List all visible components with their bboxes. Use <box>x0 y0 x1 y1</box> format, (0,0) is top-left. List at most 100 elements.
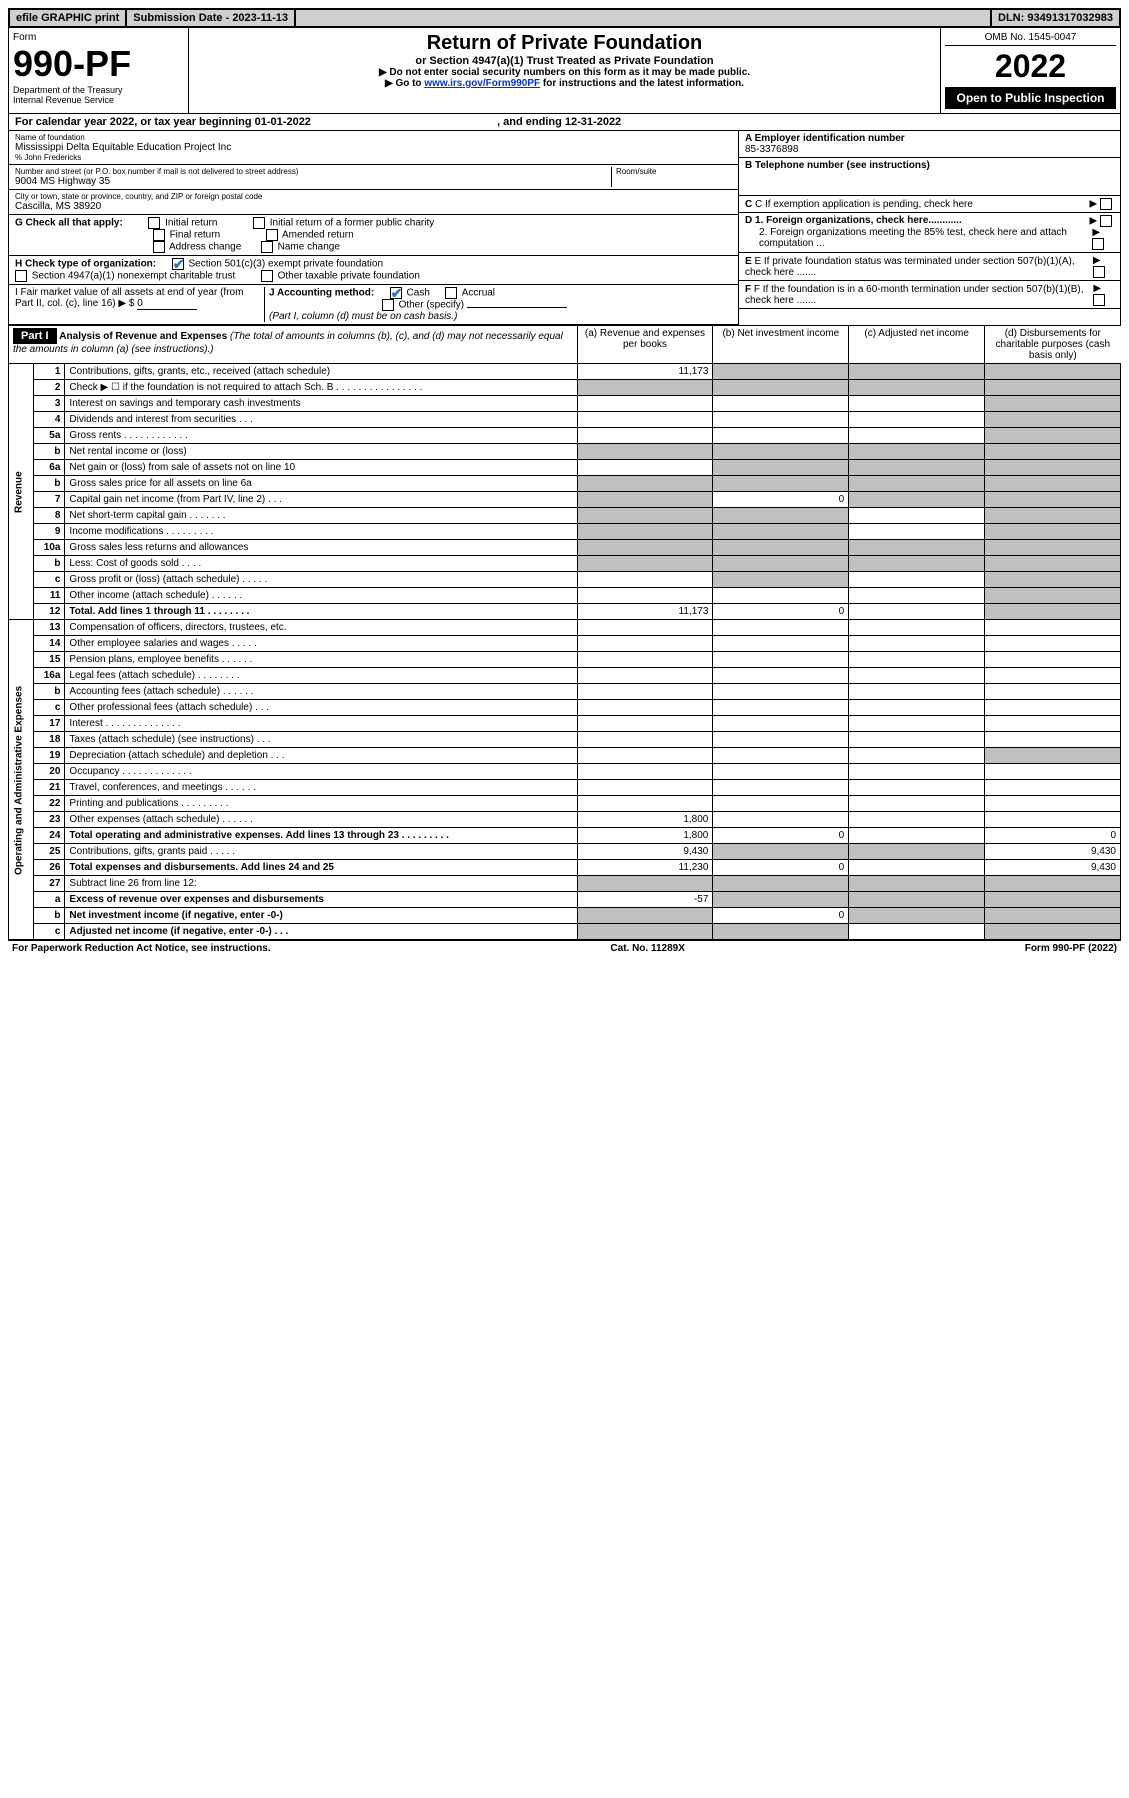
line-description: Capital gain net income (from Part IV, l… <box>65 492 577 508</box>
table-row: 9Income modifications . . . . . . . . . <box>9 524 1121 540</box>
address-row: Number and street (or P.O. box number if… <box>9 165 738 190</box>
ein-value: 85-3376898 <box>745 144 798 155</box>
col-c-value <box>849 428 985 444</box>
col-d-value <box>985 444 1121 460</box>
info-col-b: A Employer identification number 85-3376… <box>739 131 1120 325</box>
care-of: % John Fredericks <box>15 153 732 162</box>
chk-initial-former[interactable] <box>253 217 265 229</box>
table-row: bLess: Cost of goods sold . . . . <box>9 556 1121 572</box>
table-row: 5aGross rents . . . . . . . . . . . . <box>9 428 1121 444</box>
chk-name-change[interactable] <box>261 241 273 253</box>
col-a-value <box>577 780 713 796</box>
calyear-mid: , and ending <box>497 116 565 128</box>
foundation-name-cell: Name of foundation Mississippi Delta Equ… <box>9 131 738 165</box>
line-number: b <box>34 684 65 700</box>
line-number: a <box>34 892 65 908</box>
chk-c[interactable] <box>1100 198 1112 210</box>
irs-link[interactable]: www.irs.gov/Form990PF <box>424 78 540 89</box>
chk-d1[interactable] <box>1100 215 1112 227</box>
col-d-value <box>985 764 1121 780</box>
line-number: 22 <box>34 796 65 812</box>
col-d-value <box>985 668 1121 684</box>
col-b-value <box>713 700 849 716</box>
table-row: 25Contributions, gifts, grants paid . . … <box>9 844 1121 860</box>
chk-amended-return[interactable] <box>266 229 278 241</box>
col-c-value <box>849 412 985 428</box>
col-b-value <box>713 636 849 652</box>
form-label: Form <box>13 32 184 43</box>
j-other: Other (specify) <box>399 300 465 311</box>
line-number: b <box>34 556 65 572</box>
line-number: 23 <box>34 812 65 828</box>
chk-address-change[interactable] <box>153 241 165 253</box>
col-c-value <box>849 572 985 588</box>
line-number: 10a <box>34 540 65 556</box>
col-c-value <box>849 844 985 860</box>
chk-f[interactable] <box>1093 294 1105 306</box>
f-cell: F F If the foundation is in a 60-month t… <box>739 281 1120 309</box>
col-a-value <box>577 924 713 940</box>
col-d-value <box>985 556 1121 572</box>
col-c-value <box>849 764 985 780</box>
form-header: Form 990-PF Department of the Treasury I… <box>8 28 1121 114</box>
chk-4947[interactable] <box>15 270 27 282</box>
col-c-value <box>849 828 985 844</box>
col-c-value <box>849 924 985 940</box>
instr2-pre: ▶ Go to <box>385 78 424 89</box>
c-cell: C C If exemption application is pending,… <box>739 196 1120 213</box>
col-b-value <box>713 844 849 860</box>
col-a-value <box>577 732 713 748</box>
chk-initial-return[interactable] <box>148 217 160 229</box>
col-c-value <box>849 652 985 668</box>
j-label: J Accounting method: <box>269 288 374 299</box>
table-row: bAccounting fees (attach schedule) . . .… <box>9 684 1121 700</box>
expenses-vertical-label: Operating and Administrative Expenses <box>9 620 34 940</box>
instr2-post: for instructions and the latest informat… <box>540 78 744 89</box>
form-number: 990-PF <box>13 43 184 85</box>
chk-501c3[interactable] <box>172 258 184 270</box>
col-b-value <box>713 684 849 700</box>
line-number: 27 <box>34 876 65 892</box>
col-d-value <box>985 460 1121 476</box>
col-d-value <box>985 716 1121 732</box>
line-number: 1 <box>34 364 65 380</box>
chk-accrual[interactable] <box>445 287 457 299</box>
col-c-value <box>849 588 985 604</box>
col-a-value <box>577 588 713 604</box>
g-addr-change: Address change <box>169 242 241 253</box>
col-d-value <box>985 380 1121 396</box>
col-a-value: 1,800 <box>577 828 713 844</box>
col-b-value <box>713 428 849 444</box>
g-check-row: G Check all that apply: Initial return I… <box>9 215 738 256</box>
col-a-value <box>577 908 713 924</box>
col-d-value <box>985 780 1121 796</box>
line-description: Travel, conferences, and meetings . . . … <box>65 780 577 796</box>
phone-cell: B Telephone number (see instructions) <box>739 158 1120 196</box>
g-initial-former: Initial return of a former public charit… <box>270 218 435 229</box>
h-check-row: H Check type of organization: Section 50… <box>9 256 738 285</box>
j-note: (Part I, column (d) must be on cash basi… <box>269 311 457 322</box>
g-initial: Initial return <box>165 218 217 229</box>
line-number: 8 <box>34 508 65 524</box>
col-b-value <box>713 588 849 604</box>
col-d-value <box>985 748 1121 764</box>
col-c-value <box>849 364 985 380</box>
chk-other-taxable[interactable] <box>261 270 273 282</box>
col-d-value <box>985 892 1121 908</box>
chk-other-method[interactable] <box>382 299 394 311</box>
table-row: Revenue1Contributions, gifts, grants, et… <box>9 364 1121 380</box>
chk-final-return[interactable] <box>153 229 165 241</box>
col-b-value: 0 <box>713 604 849 620</box>
line-number: 16a <box>34 668 65 684</box>
line-description: Occupancy . . . . . . . . . . . . . <box>65 764 577 780</box>
e-cell: E E If private foundation status was ter… <box>739 253 1120 281</box>
col-b-value <box>713 540 849 556</box>
table-row: cOther professional fees (attach schedul… <box>9 700 1121 716</box>
line-description: Taxes (attach schedule) (see instruction… <box>65 732 577 748</box>
chk-e[interactable] <box>1093 266 1105 278</box>
line-description: Income modifications . . . . . . . . . <box>65 524 577 540</box>
table-row: 2Check ▶ ☐ if the foundation is not requ… <box>9 380 1121 396</box>
chk-cash[interactable] <box>390 287 402 299</box>
col-a-value <box>577 460 713 476</box>
chk-d2[interactable] <box>1092 238 1104 250</box>
